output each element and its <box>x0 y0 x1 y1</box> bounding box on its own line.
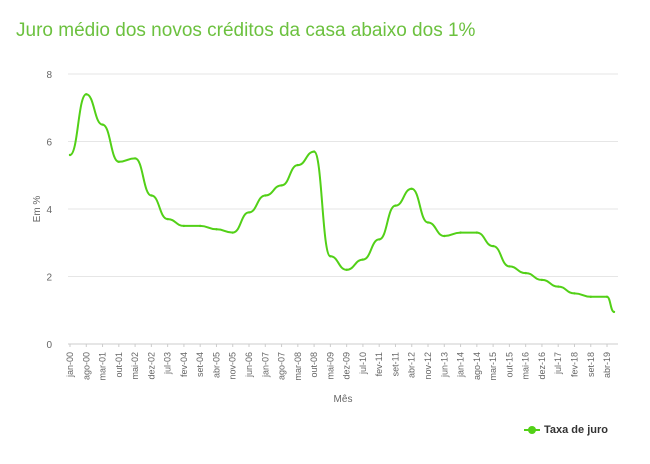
data-point <box>573 292 576 295</box>
x-tick-label: jan-07 <box>260 352 270 378</box>
x-tick-label: abr-05 <box>211 352 221 378</box>
data-point <box>247 211 251 214</box>
x-tick-label: ago-00 <box>81 352 91 380</box>
data-point <box>361 258 365 261</box>
x-tick-label: jul-17 <box>553 352 563 375</box>
x-tick-label: set-04 <box>195 352 205 377</box>
y-tick-label: 8 <box>46 70 52 81</box>
x-tick-label: fev-18 <box>569 352 579 377</box>
data-point <box>410 187 413 190</box>
x-tick-label: dez-02 <box>146 352 156 380</box>
legend[interactable]: Taxa de juro <box>524 424 608 436</box>
data-point <box>589 295 592 298</box>
data-point <box>394 204 397 207</box>
x-tick-label: set-18 <box>586 352 596 377</box>
data-point <box>508 265 511 268</box>
data-point <box>296 163 299 167</box>
data-point <box>280 184 283 187</box>
data-point <box>491 244 495 248</box>
data-point <box>426 221 430 224</box>
y-tick-label: 0 <box>46 340 52 351</box>
x-tick-label: out-01 <box>114 352 124 378</box>
x-tick-label: jul-10 <box>358 352 368 375</box>
x-tick-label: set-11 <box>390 352 400 376</box>
data-point <box>117 160 121 163</box>
x-axis-title: Mês <box>334 394 353 405</box>
x-tick-label: ago-07 <box>277 352 287 380</box>
x-tick-label: mai-02 <box>130 352 140 380</box>
data-point <box>329 255 332 258</box>
x-tick-label: jan-00 <box>65 352 75 378</box>
data-point <box>443 234 446 238</box>
x-tick-label: fev-11 <box>374 352 384 376</box>
data-point <box>199 224 202 228</box>
data-point <box>475 231 478 234</box>
x-tick-label: jun-06 <box>244 352 254 378</box>
x-tick-label: abr-19 <box>602 352 612 378</box>
legend-label: Taxa de juro <box>544 424 608 436</box>
y-axis-title: Em % <box>32 196 43 223</box>
data-point <box>612 310 616 314</box>
data-point <box>231 231 234 234</box>
x-tick-label: dez-16 <box>537 352 547 380</box>
data-point <box>182 224 186 228</box>
x-tick-label: jan-14 <box>456 352 466 378</box>
x-tick-label: mar-15 <box>488 352 498 381</box>
x-tick-label: jul-03 <box>163 352 173 375</box>
data-point <box>101 123 104 126</box>
x-tick-label: abr-12 <box>407 352 417 378</box>
data-point <box>166 217 169 221</box>
x-tick-label: nov-12 <box>423 352 433 380</box>
x-tick-label: mar-01 <box>98 352 108 381</box>
series-line-taxa-de-juro <box>69 93 615 313</box>
y-tick-label: 2 <box>46 273 52 284</box>
y-tick-label: 4 <box>46 205 52 216</box>
data-point <box>68 153 72 157</box>
data-point <box>378 238 381 241</box>
data-point <box>133 157 137 160</box>
x-tick-label: dez-09 <box>342 352 352 380</box>
x-tick-label: out-15 <box>504 352 514 378</box>
data-point <box>312 150 316 153</box>
x-tick-label: mai-16 <box>521 352 531 380</box>
chart-title: Juro médio dos novos créditos da casa ab… <box>16 20 476 41</box>
data-point <box>524 271 527 275</box>
data-point <box>264 194 267 197</box>
data-point <box>85 93 88 96</box>
y-tick-label: 6 <box>46 138 52 149</box>
x-tick-label: nov-05 <box>228 352 238 380</box>
x-tick-label: mai-09 <box>325 352 335 380</box>
x-tick-label: jun-13 <box>439 352 449 378</box>
legend-line-icon <box>524 425 540 435</box>
data-point <box>215 228 218 231</box>
x-tick-label: out-08 <box>309 352 319 378</box>
x-tick-label: mar-08 <box>293 352 303 381</box>
data-point <box>557 285 560 288</box>
data-point <box>540 278 544 282</box>
data-point <box>345 268 348 271</box>
data-point <box>150 194 153 197</box>
x-tick-label: ago-14 <box>472 352 482 380</box>
x-tick-label: fev-04 <box>179 352 189 377</box>
data-point <box>605 295 609 298</box>
data-point <box>459 231 462 234</box>
